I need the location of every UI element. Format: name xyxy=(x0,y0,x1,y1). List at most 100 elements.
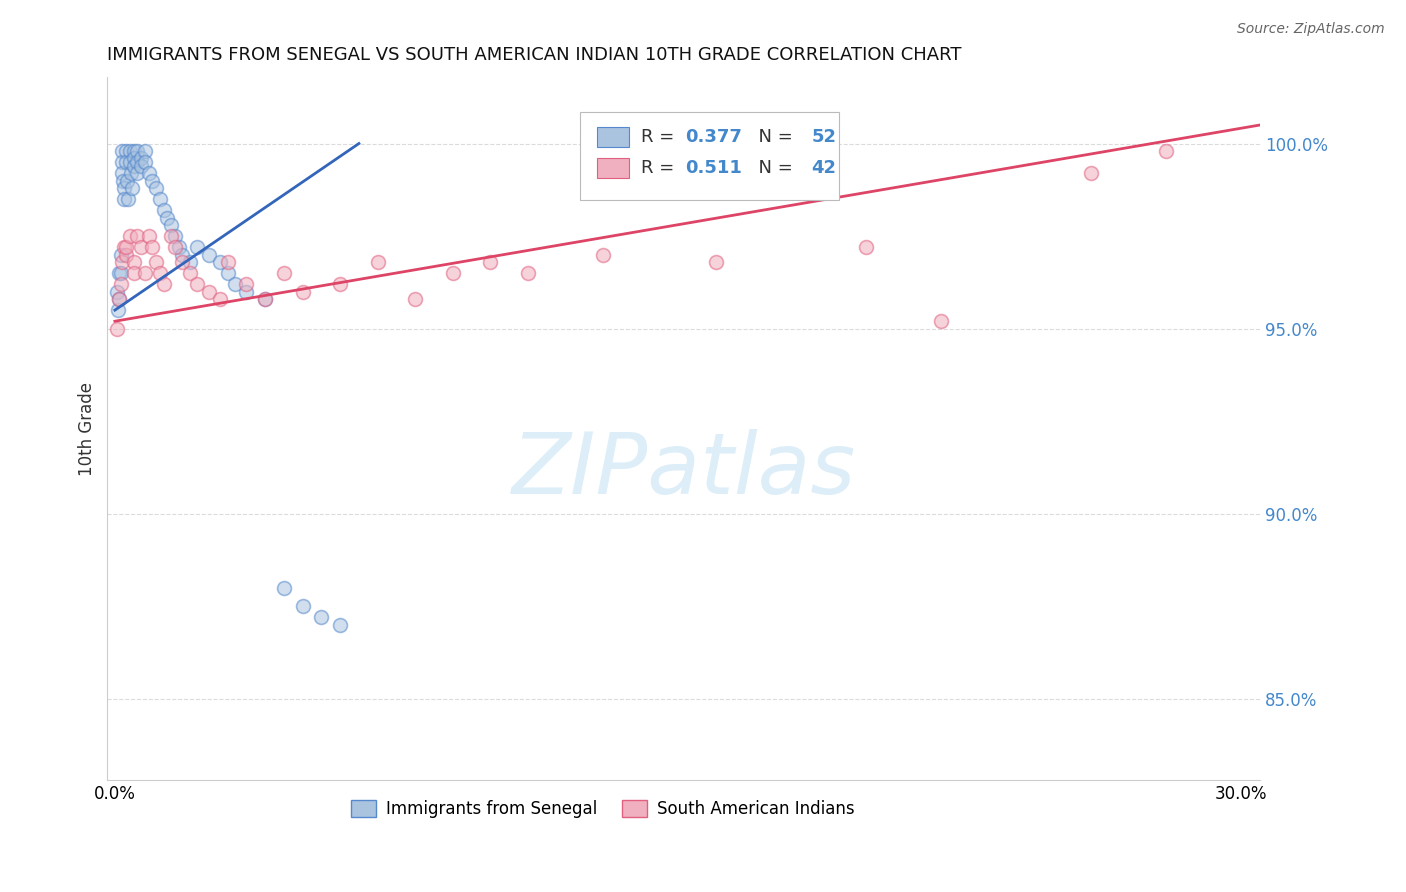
Point xyxy=(367,255,389,269)
Point xyxy=(127,166,149,180)
Point xyxy=(254,292,277,306)
Point xyxy=(197,247,219,261)
Point xyxy=(111,255,134,269)
Point xyxy=(118,155,141,169)
Point xyxy=(138,229,160,244)
Point xyxy=(152,203,174,218)
Point xyxy=(110,247,132,261)
Point xyxy=(179,255,201,269)
Text: 0.377: 0.377 xyxy=(685,128,741,145)
Point xyxy=(129,152,152,166)
Point xyxy=(127,144,149,158)
Point xyxy=(441,266,464,280)
Point xyxy=(120,166,142,180)
Point xyxy=(118,229,141,244)
Point xyxy=(141,240,163,254)
Text: IMMIGRANTS FROM SENEGAL VS SOUTH AMERICAN INDIAN 10TH GRADE CORRELATION CHART: IMMIGRANTS FROM SENEGAL VS SOUTH AMERICA… xyxy=(107,46,962,64)
Point xyxy=(115,173,138,187)
Text: 52: 52 xyxy=(811,128,837,145)
Point xyxy=(1154,144,1177,158)
Point xyxy=(110,277,132,292)
Point xyxy=(122,255,145,269)
Text: R =: R = xyxy=(641,128,681,145)
Text: R =: R = xyxy=(641,160,686,178)
Point xyxy=(105,321,128,335)
Point xyxy=(115,247,138,261)
Point xyxy=(111,155,134,169)
Point xyxy=(145,181,167,195)
Point xyxy=(138,166,160,180)
Point xyxy=(235,277,257,292)
Point xyxy=(217,266,239,280)
Point xyxy=(107,266,129,280)
Point xyxy=(117,192,139,206)
Point xyxy=(479,255,502,269)
Point xyxy=(291,285,314,299)
Point xyxy=(105,285,128,299)
Point xyxy=(208,292,231,306)
Point xyxy=(329,277,352,292)
Point xyxy=(172,255,194,269)
Point xyxy=(929,314,952,328)
Point xyxy=(167,240,190,254)
Point xyxy=(404,292,426,306)
Point xyxy=(122,266,145,280)
FancyBboxPatch shape xyxy=(598,127,630,146)
Point xyxy=(127,229,149,244)
Point xyxy=(112,173,135,187)
Point xyxy=(163,229,186,244)
Point xyxy=(112,240,135,254)
Point xyxy=(152,277,174,292)
Text: N =: N = xyxy=(747,160,799,178)
Legend: Immigrants from Senegal, South American Indians: Immigrants from Senegal, South American … xyxy=(344,793,862,825)
Point xyxy=(107,292,129,306)
Point xyxy=(273,581,295,595)
Point xyxy=(122,159,145,173)
Point xyxy=(224,277,246,292)
Point xyxy=(235,285,257,299)
Point xyxy=(129,240,152,254)
Point xyxy=(118,144,141,158)
Point xyxy=(311,610,333,624)
Point xyxy=(217,255,239,269)
Point xyxy=(107,303,129,318)
Text: 42: 42 xyxy=(811,160,837,178)
Text: 0.511: 0.511 xyxy=(685,160,741,178)
Point xyxy=(122,144,145,158)
Point xyxy=(127,155,149,169)
Point xyxy=(111,166,134,180)
Y-axis label: 10th Grade: 10th Grade xyxy=(79,382,96,475)
Point xyxy=(254,292,277,306)
Point xyxy=(134,266,156,280)
Point xyxy=(149,192,172,206)
Point xyxy=(112,181,135,195)
Point xyxy=(112,192,135,206)
Point xyxy=(855,240,877,254)
Point xyxy=(516,266,538,280)
Point xyxy=(141,173,163,187)
Point xyxy=(704,255,727,269)
Point xyxy=(1080,166,1102,180)
Point xyxy=(160,218,183,232)
Point xyxy=(115,240,138,254)
Point xyxy=(134,144,156,158)
Text: Source: ZipAtlas.com: Source: ZipAtlas.com xyxy=(1237,22,1385,37)
Point xyxy=(273,266,295,280)
Point xyxy=(172,247,194,261)
Point xyxy=(291,599,314,614)
Point xyxy=(115,155,138,169)
Point xyxy=(121,181,143,195)
Point xyxy=(111,144,134,158)
Point xyxy=(134,155,156,169)
Point xyxy=(160,229,183,244)
Point xyxy=(329,617,352,632)
Point xyxy=(110,266,132,280)
Point xyxy=(592,247,614,261)
Point xyxy=(186,277,208,292)
Point xyxy=(208,255,231,269)
FancyBboxPatch shape xyxy=(598,159,630,178)
Point xyxy=(122,152,145,166)
Point xyxy=(108,292,131,306)
Point xyxy=(163,240,186,254)
Point xyxy=(145,255,167,269)
